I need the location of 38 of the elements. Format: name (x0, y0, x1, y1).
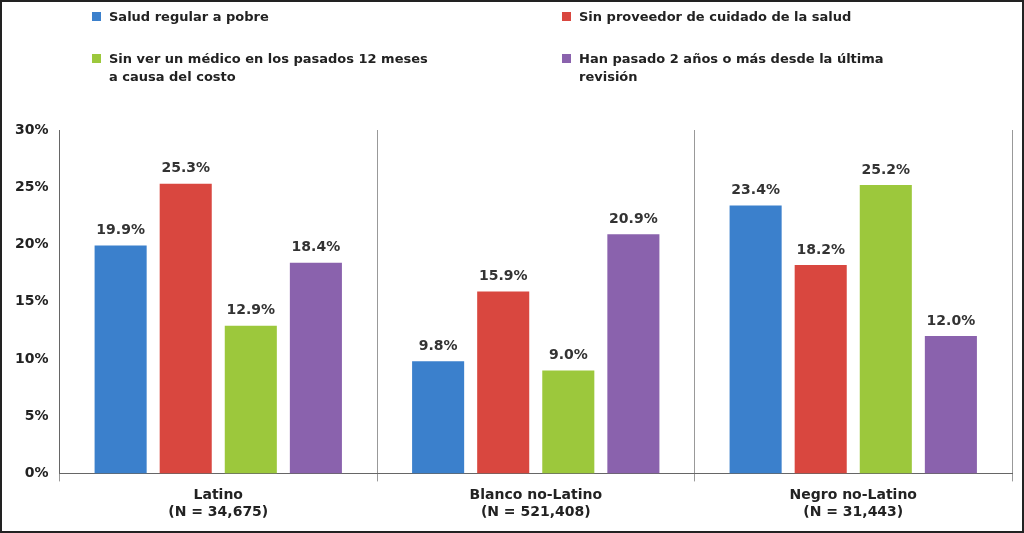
bar (924, 336, 977, 474)
legend-label: Salud regular a pobre (109, 8, 269, 26)
y-tick-label: 30% (14, 120, 49, 137)
legend-label: Sin proveedor de cuidado de la salud (579, 8, 852, 26)
y-tick-label: 10% (14, 349, 49, 366)
legend-label: Sin ver un médico en los pasados 12 meses a causa del costo (109, 50, 429, 86)
bar (412, 361, 465, 474)
text: 15.9% (478, 267, 528, 284)
y-tick-label: 20% (14, 235, 49, 252)
y-tick-label: 5% (24, 406, 49, 423)
bar (94, 245, 147, 474)
text: 25.2% (861, 160, 911, 177)
bar (607, 234, 660, 474)
text: 19.9% (96, 221, 145, 238)
bar (729, 205, 782, 474)
bar (794, 265, 847, 474)
x-tick-label: Blanco no-Latino (N = 521,408) (469, 486, 603, 520)
text: 12.0% (926, 311, 976, 328)
text: 9.0% (548, 346, 588, 363)
y-tick-label: 0% (24, 464, 49, 481)
text: 25.3% (161, 159, 210, 176)
bar (542, 370, 595, 474)
text: 9.8% (418, 336, 458, 353)
bar (289, 262, 342, 474)
x-tick-label: Negro no-Latino (N = 31,443) (789, 486, 918, 520)
text: 18.4% (291, 238, 341, 255)
bar (859, 184, 912, 474)
text: 20.9% (609, 209, 658, 226)
y-tick-label: 25% (14, 177, 49, 194)
bar (224, 325, 277, 474)
text: 12.9% (226, 301, 276, 318)
bar (159, 183, 212, 474)
text: 23.4% (731, 181, 780, 198)
text: 18.2% (796, 240, 845, 257)
legend-label: Han pasado 2 años o más desde la última revisión (579, 50, 885, 86)
y-tick-label: 15% (14, 292, 49, 309)
bar (477, 291, 530, 474)
x-tick-label: Latino (N = 34,675) (168, 486, 269, 520)
